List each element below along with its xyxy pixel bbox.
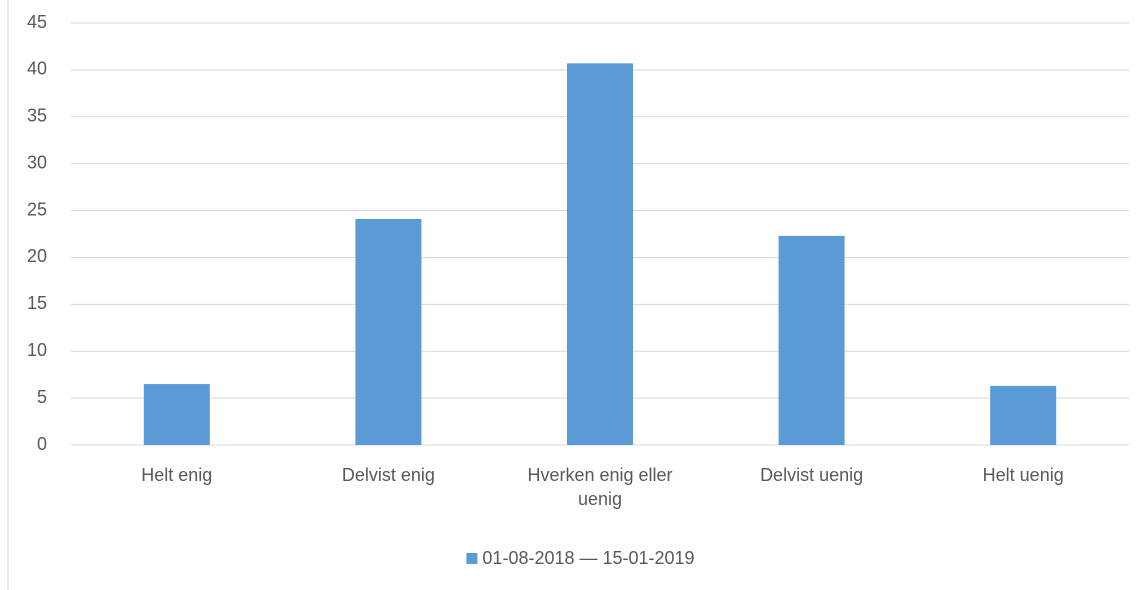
bar — [778, 235, 845, 445]
x-tick-label: Delvist enig — [341, 465, 435, 485]
x-tick-label: Helt enig — [141, 465, 213, 485]
legend-label: 01-08-2018 — 15-01-2019 — [482, 548, 694, 568]
y-tick-label: 45 — [27, 12, 47, 32]
bar — [143, 384, 210, 445]
x-tick-label: Hverken enig eller uenig — [527, 465, 673, 509]
y-tick-label: 20 — [27, 246, 47, 266]
legend-swatch — [466, 553, 478, 564]
x-tick-label: Helt uenig — [982, 465, 1064, 485]
bar — [567, 63, 633, 446]
y-tick-label: 40 — [27, 59, 47, 79]
y-tick-label: 25 — [27, 199, 47, 219]
y-tick-label: 5 — [37, 387, 47, 407]
y-tick-label: 35 — [27, 106, 47, 126]
y-tick-label: 15 — [27, 293, 47, 313]
y-tick-label: 10 — [27, 340, 47, 360]
x-tick-label: Delvist uenig — [760, 465, 864, 485]
y-tick-label: 30 — [27, 152, 47, 172]
bar — [355, 218, 422, 445]
y-tick-label: 0 — [37, 434, 47, 454]
bar — [990, 385, 1057, 445]
